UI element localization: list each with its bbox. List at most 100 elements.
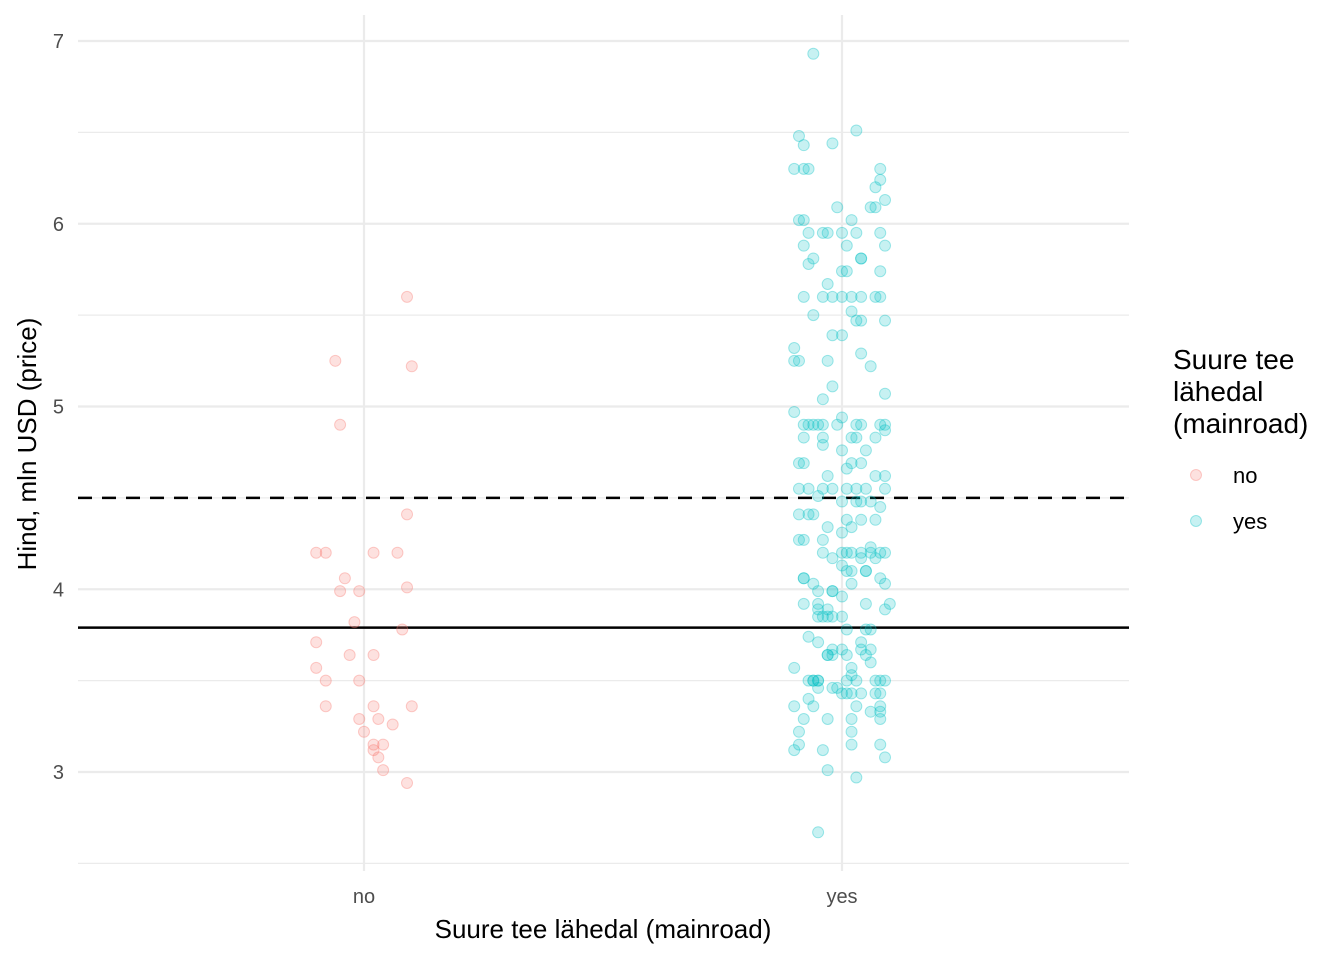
data-point-no <box>310 636 323 649</box>
data-point-yes <box>807 418 820 431</box>
data-point-yes <box>850 431 863 444</box>
data-point-yes <box>816 438 829 451</box>
data-point-yes <box>840 482 853 495</box>
data-point-no <box>338 572 351 585</box>
data-point-yes <box>859 482 872 495</box>
data-point-yes <box>802 482 815 495</box>
data-point-yes <box>864 495 877 508</box>
data-point-yes <box>807 508 820 521</box>
data-point-no <box>348 616 361 629</box>
data-point-yes <box>821 469 834 482</box>
data-point-yes <box>879 193 892 206</box>
data-point-yes <box>831 418 844 431</box>
data-point-yes <box>850 226 863 239</box>
data-point-yes <box>864 623 877 636</box>
data-point-yes <box>869 687 882 700</box>
data-point-yes <box>874 173 887 186</box>
reference-lines <box>78 496 1129 629</box>
data-point-yes <box>792 508 805 521</box>
data-point-yes <box>797 162 810 175</box>
y-axis-title: Hind, mln USD (price) <box>12 318 42 571</box>
data-point-yes <box>855 457 868 470</box>
data-point-yes <box>807 577 820 590</box>
data-point-yes <box>836 411 848 424</box>
data-point-yes <box>821 226 834 239</box>
x-axis-title: Suure tee lähedal (mainroad) <box>435 914 772 944</box>
data-point-yes <box>855 418 868 431</box>
data-point-yes <box>826 482 839 495</box>
data-point-no <box>377 764 390 777</box>
data-point-yes <box>826 329 839 342</box>
data-point-yes <box>879 314 892 327</box>
data-point-yes <box>869 552 882 565</box>
data-point-yes <box>845 546 858 559</box>
data-point-yes <box>836 559 848 572</box>
data-point-yes <box>874 700 887 713</box>
data-point-yes <box>812 610 825 623</box>
data-point-yes <box>845 725 858 738</box>
data-point-yes <box>802 508 815 521</box>
data-point-yes <box>816 290 829 303</box>
data-point-no <box>367 649 380 662</box>
axis-ticks: 3 4 5 6 7 no yes <box>53 31 858 908</box>
data-point-yes <box>840 546 853 559</box>
data-point-yes <box>836 226 848 239</box>
data-point-yes <box>845 577 858 590</box>
data-point-yes <box>840 649 853 662</box>
data-point-yes <box>855 513 868 526</box>
data-point-yes <box>826 649 839 662</box>
data-point-yes <box>812 597 825 610</box>
data-point-no <box>372 751 385 764</box>
data-point-yes <box>816 610 829 623</box>
data-point-yes <box>864 541 877 554</box>
data-point-no <box>396 623 409 636</box>
data-point-yes <box>859 444 872 457</box>
data-point-yes <box>797 457 810 470</box>
data-point-yes <box>792 130 805 143</box>
data-point-yes <box>831 681 844 694</box>
data-point-yes <box>869 513 882 526</box>
data-point-yes <box>826 681 839 694</box>
data-point-yes <box>840 462 853 475</box>
data-point-yes <box>788 700 801 713</box>
data-point-no <box>334 418 347 431</box>
data-point-yes <box>797 431 810 444</box>
data-point-yes <box>821 764 834 777</box>
data-point-yes <box>826 585 839 598</box>
data-point-yes <box>855 552 868 565</box>
data-point-no <box>353 713 366 726</box>
y-tick-label: 3 <box>53 762 64 784</box>
data-point-yes <box>845 431 858 444</box>
data-point-no <box>377 738 390 751</box>
data-point-yes <box>869 201 882 214</box>
data-point-yes <box>874 705 887 718</box>
data-point-yes <box>797 572 810 585</box>
data-point-yes <box>855 252 868 265</box>
data-point-yes <box>807 309 820 322</box>
data-point-no <box>401 290 414 303</box>
data-point-yes <box>869 431 882 444</box>
data-point-yes <box>788 744 801 757</box>
data-point-yes <box>802 418 815 431</box>
data-point-yes <box>821 649 834 662</box>
data-point-yes <box>812 585 825 598</box>
data-point-yes <box>826 290 839 303</box>
data-point-yes <box>812 636 825 649</box>
y-tick-label: 4 <box>53 579 64 601</box>
data-point-yes <box>850 771 863 784</box>
data-point-yes <box>840 239 853 252</box>
data-point-yes <box>797 418 810 431</box>
data-point-yes <box>816 226 829 239</box>
data-point-yes <box>797 290 810 303</box>
data-point-yes <box>864 360 877 373</box>
data-point-yes <box>788 661 801 674</box>
data-point-yes <box>812 603 825 616</box>
data-point-yes <box>802 226 815 239</box>
data-point-yes <box>855 347 868 360</box>
data-point-yes <box>821 603 834 616</box>
data-point-yes <box>812 681 825 694</box>
y-tick-label: 6 <box>53 214 64 236</box>
grid <box>78 15 1129 871</box>
data-point-yes <box>883 597 896 610</box>
